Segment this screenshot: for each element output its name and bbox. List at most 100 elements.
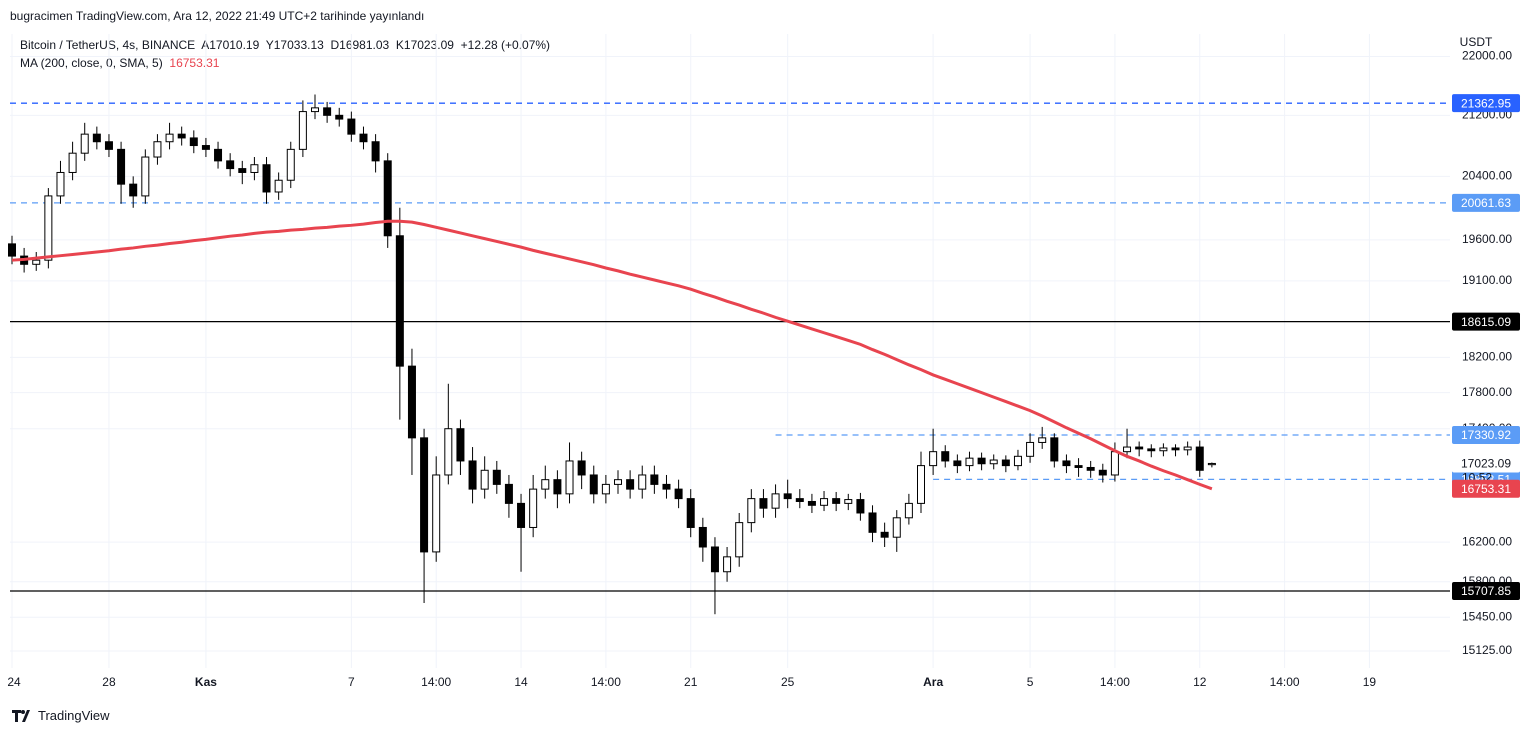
logo bbox=[12, 709, 30, 722]
x-tick-label: 12 bbox=[1193, 675, 1207, 689]
marks-layer bbox=[8, 94, 1216, 615]
candle-body bbox=[335, 114, 344, 120]
candle-body bbox=[226, 160, 235, 170]
candle-body bbox=[832, 498, 841, 504]
candle-body bbox=[371, 141, 380, 162]
candle-body bbox=[807, 500, 816, 506]
candle-body bbox=[480, 469, 489, 490]
x-tick-label: 19 bbox=[1363, 675, 1377, 689]
level-label: 16853.51 bbox=[1461, 473, 1511, 487]
candle-body bbox=[274, 179, 283, 193]
level-label: 17330.92 bbox=[1461, 428, 1511, 442]
candle-body bbox=[432, 474, 441, 553]
candle-body bbox=[1171, 447, 1180, 451]
candle-body bbox=[189, 137, 198, 147]
candle-body bbox=[674, 488, 683, 500]
x-tick-label: 14:00 bbox=[591, 675, 621, 689]
candle-body bbox=[1038, 437, 1047, 443]
level-label-box bbox=[1452, 312, 1520, 331]
candle-body bbox=[492, 469, 501, 485]
candle-body bbox=[117, 148, 126, 185]
level-label: 18615.09 bbox=[1461, 315, 1511, 329]
level-label-box bbox=[1452, 426, 1520, 445]
candle-body bbox=[1183, 446, 1192, 451]
level-label-box bbox=[1452, 582, 1520, 601]
candle-body bbox=[1013, 455, 1022, 467]
candle-body bbox=[141, 156, 150, 197]
candle-body bbox=[917, 465, 925, 504]
x-tick-label: 14:00 bbox=[1270, 675, 1300, 689]
candle-body bbox=[238, 168, 247, 173]
candle-body bbox=[856, 499, 865, 514]
candle-body bbox=[820, 498, 829, 506]
candle-body bbox=[1207, 462, 1216, 466]
ohlc-value: 17033.13 bbox=[273, 38, 324, 52]
candle-body bbox=[929, 451, 938, 467]
candle-body bbox=[614, 479, 622, 485]
candle-body bbox=[250, 164, 259, 173]
x-tick-label: 25 bbox=[781, 675, 795, 689]
candle-body bbox=[1062, 460, 1071, 467]
candle-body bbox=[1110, 451, 1119, 476]
candle-body bbox=[638, 474, 647, 490]
chart: USDT 15125.00 15450.00 15800.00 16200.00 174… bbox=[7, 34, 1520, 689]
candle-body bbox=[468, 460, 477, 490]
candle-body bbox=[504, 483, 513, 504]
candle-body bbox=[201, 145, 210, 150]
candle-body bbox=[626, 479, 635, 490]
ma-price: 16753.31 bbox=[1461, 482, 1511, 496]
candle-body bbox=[844, 499, 853, 504]
candle-body bbox=[1147, 448, 1156, 452]
grid-layer bbox=[10, 34, 1450, 668]
level-label: 15707.85 bbox=[1461, 584, 1511, 598]
x-tick-label: Kas bbox=[195, 675, 217, 689]
ohlc-prefix: A bbox=[201, 38, 210, 52]
candle-body bbox=[68, 152, 77, 173]
y-tick-label: 22000.00 bbox=[1462, 49, 1512, 63]
ohlc-prefix: D bbox=[330, 38, 340, 52]
ma-line bbox=[11, 219, 1213, 491]
last-price: 17023.09 bbox=[1461, 457, 1511, 471]
candle-body bbox=[686, 498, 695, 528]
candle-body bbox=[1050, 437, 1059, 462]
candle-body bbox=[517, 502, 526, 528]
candle-body bbox=[735, 522, 744, 558]
candle-body bbox=[965, 457, 974, 467]
candle-body bbox=[698, 526, 707, 548]
y-tick-label: 19600.00 bbox=[1462, 232, 1512, 246]
y-tick-label: 17400.00 bbox=[1462, 421, 1512, 435]
candle-body bbox=[44, 195, 53, 261]
candle-body bbox=[347, 118, 356, 135]
candle-body bbox=[359, 133, 368, 143]
level-label: 21362.95 bbox=[1461, 96, 1511, 110]
x-tick-label: 14:00 bbox=[421, 675, 451, 689]
level-label-box bbox=[1452, 470, 1520, 489]
candle-body bbox=[553, 479, 562, 495]
ohlc-prefix: Y bbox=[265, 38, 274, 52]
x-tick-label: 21 bbox=[684, 675, 698, 689]
candle-body bbox=[1026, 441, 1035, 457]
candle-body bbox=[650, 474, 659, 485]
candle-body bbox=[80, 133, 89, 154]
levels-layer bbox=[10, 102, 1450, 592]
candle-body bbox=[710, 546, 719, 573]
last-price-box bbox=[1452, 454, 1520, 473]
ma-value: 16753.31 bbox=[169, 56, 220, 70]
candle-body bbox=[783, 493, 792, 500]
candle-body bbox=[177, 133, 186, 139]
candle-body bbox=[153, 141, 162, 158]
level-label-box bbox=[1452, 193, 1520, 212]
candle-body bbox=[56, 171, 65, 197]
ma-name: MA (200, close, 0, SMA, 5) bbox=[20, 56, 163, 70]
y-tick-label: 15125.00 bbox=[1462, 643, 1512, 657]
published-note: bugracimen TradingView.com, Ara 12, 2022… bbox=[10, 9, 425, 23]
candle-body bbox=[771, 493, 780, 509]
candle-body bbox=[1098, 469, 1107, 476]
y-tick-label: 19100.00 bbox=[1462, 273, 1512, 287]
candle-body bbox=[868, 512, 877, 533]
change: +12.28 (+0.07%) bbox=[460, 38, 551, 52]
candle-body bbox=[662, 483, 671, 490]
candle-body bbox=[880, 531, 889, 538]
level-label-box bbox=[1452, 94, 1520, 113]
candle-body bbox=[92, 133, 101, 143]
